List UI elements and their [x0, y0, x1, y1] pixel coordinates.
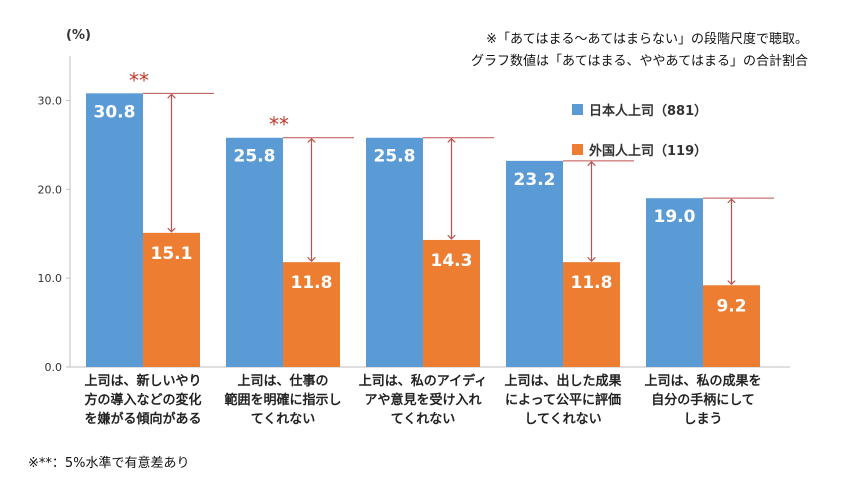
value-note: グラフ数値は「あてはまる、ややあてはまる」の合計割合 — [471, 54, 808, 69]
value-label-foreign-boss: 14.3 — [431, 251, 473, 271]
value-label-japanese-boss: 23.2 — [514, 170, 556, 190]
category-label-line: 上司は、私のアイディ — [358, 374, 488, 389]
value-label-japanese-boss: 19.0 — [654, 207, 696, 227]
category-label-line: によって公平に評価 — [505, 393, 621, 408]
significance-footnote: ※**：5%水準で有意差あり — [28, 456, 190, 471]
category-label-line: しまう — [683, 412, 723, 427]
category-label: 上司は、仕事の 範囲を明確に指示し てくれない — [208, 372, 358, 429]
legend-label: 日本人上司（881） — [589, 104, 708, 119]
bar-foreign-boss — [563, 262, 620, 367]
category-label-line: 上司は、私の成果を — [644, 374, 762, 389]
legend-swatch-orange — [572, 144, 583, 155]
category-label-line: 範囲を明確に指示し — [224, 393, 342, 408]
y-tick-label: 0.0 — [45, 361, 63, 374]
category-label-line: てくれない — [390, 412, 456, 427]
bar-foreign-boss — [143, 232, 200, 367]
bar-foreign-boss — [703, 285, 760, 367]
value-label-foreign-boss: 11.8 — [291, 273, 333, 293]
category-label-line: 方の導入などの変化 — [84, 393, 202, 408]
category-label-line: 上司は、新しいやり — [84, 374, 202, 389]
category-label-line: してくれない — [524, 412, 602, 427]
bar-japanese-boss — [366, 137, 423, 367]
category-label-line: てくれない — [250, 412, 316, 427]
value-label-japanese-boss: 25.8 — [374, 147, 416, 167]
bar-foreign-boss — [423, 239, 480, 367]
bar-japanese-boss — [506, 160, 563, 367]
significance-marker: ** — [129, 68, 149, 92]
category-label-line: 自分の手柄にして — [651, 393, 755, 408]
category-label: 上司は、新しいやり 方の導入などの変化 を嫌がる傾向がある — [68, 372, 218, 429]
value-label-foreign-boss: 11.8 — [571, 273, 613, 293]
significance-marker: ** — [269, 113, 289, 137]
category-label: 上司は、私の成果を 自分の手柄にして しまう — [628, 372, 778, 429]
y-tick-label: 30.0 — [38, 94, 63, 107]
category-label: 上司は、出した成果 によって公平に評価 してくれない — [488, 372, 638, 429]
legend-label: 外国人上司（119） — [589, 144, 708, 159]
legend-swatch-blue — [572, 104, 583, 115]
survey-note: ※「あてはまる～あてはまらない」の段階尺度で聴取。 — [486, 32, 808, 47]
value-label-japanese-boss: 30.8 — [94, 102, 136, 122]
bar-japanese-boss — [646, 198, 703, 367]
category-label-line: アや意見を受け入れ — [364, 393, 482, 408]
y-tick-label: 20.0 — [38, 183, 63, 196]
bar-japanese-boss — [86, 93, 143, 367]
category-label-line: を嫌がる傾向がある — [84, 412, 202, 427]
value-label-foreign-boss: 9.2 — [716, 296, 746, 316]
category-label: 上司は、私のアイディ アや意見を受け入れ てくれない — [348, 372, 498, 429]
y-tick-label: 10.0 — [38, 272, 63, 285]
bar-japanese-boss — [226, 137, 283, 367]
value-label-foreign-boss: 15.1 — [151, 244, 193, 264]
legend-foreign-boss: 外国人上司（119） — [572, 140, 707, 159]
y-axis-unit: (%) — [66, 28, 91, 43]
category-label-line: 上司は、出した成果 — [504, 374, 622, 389]
bar-foreign-boss — [283, 262, 340, 367]
category-label-line: 上司は、仕事の — [237, 374, 329, 389]
legend-japanese-boss: 日本人上司（881） — [572, 100, 707, 119]
value-label-japanese-boss: 25.8 — [234, 147, 276, 167]
